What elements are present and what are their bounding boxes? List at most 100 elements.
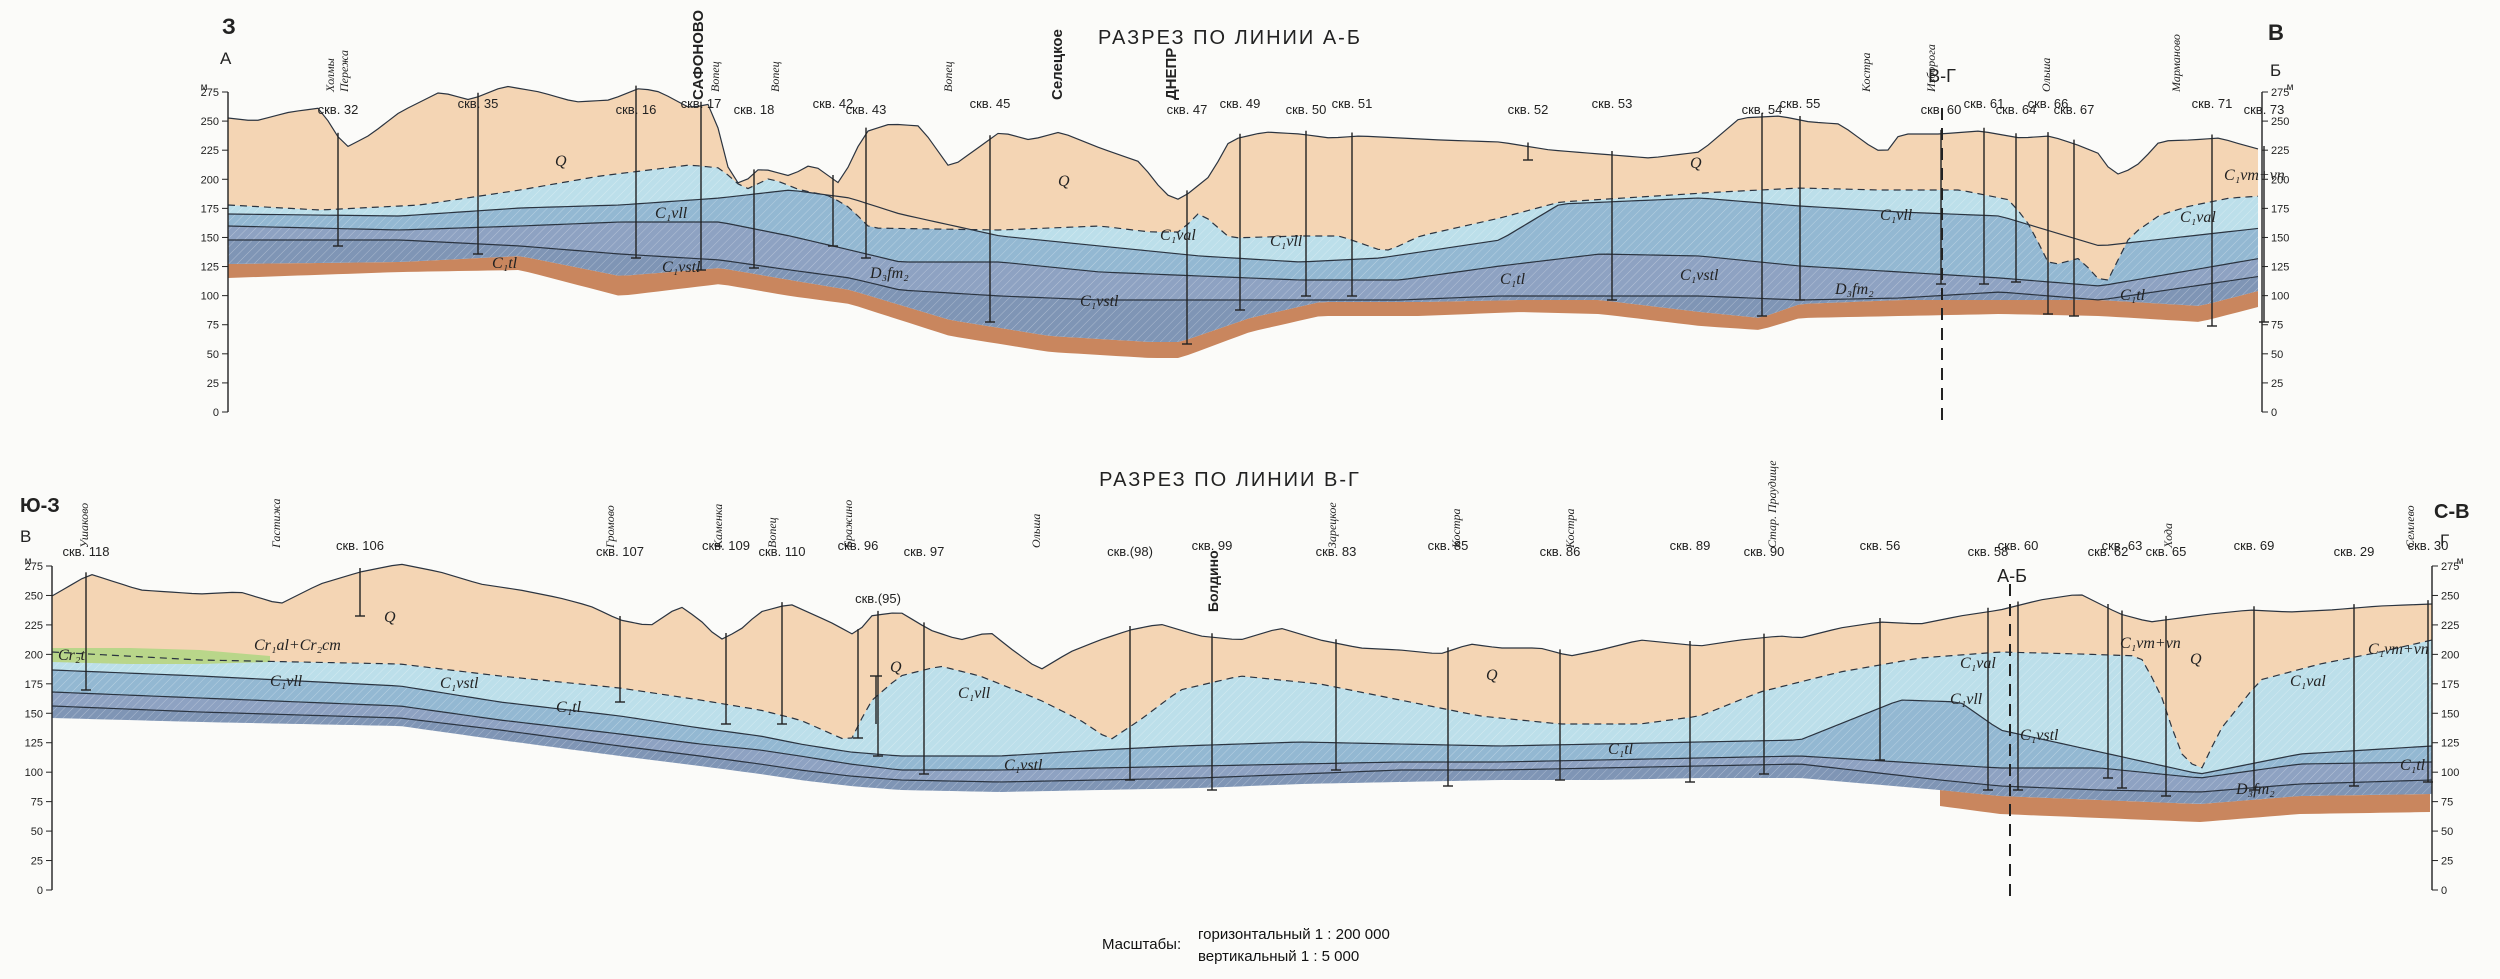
borehole-label: скв. 67 <box>2054 102 2095 117</box>
layer-quaternary <box>228 86 2258 280</box>
axis-tick-label: 175 <box>25 679 43 691</box>
place-name: Изборога <box>1924 44 1938 93</box>
axis-tick-label: 125 <box>2271 262 2289 274</box>
axis-tick-label: 75 <box>2441 797 2453 809</box>
borehole-label: скв.(98) <box>1107 544 1153 559</box>
axis-tick-label: 250 <box>25 590 43 602</box>
layer-label: C₁vm+vn <box>2224 167 2285 184</box>
contact-line <box>51 705 2433 793</box>
borehole-label: скв. 106 <box>336 538 384 553</box>
borehole-label: скв. 35 <box>458 96 499 111</box>
borehole-label: скв. 18 <box>734 102 775 117</box>
axis-tick-label: 225 <box>2271 145 2289 157</box>
axis-tick-label: 50 <box>31 826 43 838</box>
layer-label: C₁vll <box>655 205 688 222</box>
borehole-label: скв.(95) <box>855 591 901 606</box>
layer-label: C₁tl <box>2120 287 2146 304</box>
place-name: Ольша <box>2039 58 2053 92</box>
place-name: ДНЕПР <box>1163 48 1180 100</box>
axis-tick-label: 150 <box>2271 232 2289 244</box>
contact-line <box>51 691 2433 779</box>
axis-tick-label: 50 <box>207 349 219 361</box>
layer-label: D₃fm₂ <box>869 265 909 282</box>
layer-label: C₁vstl <box>1680 267 1719 284</box>
place-name: Костра <box>1859 52 1873 93</box>
borehole-label: скв. 86 <box>1540 544 1581 559</box>
borehole-label: скв. 85 <box>1428 538 1469 553</box>
place-name: Вопец <box>765 517 779 548</box>
axis-unit: м <box>2457 556 2464 567</box>
layer-quaternary <box>52 564 2432 768</box>
place-name: Вопец <box>708 61 722 92</box>
layer-label: C₁val <box>1960 655 1996 672</box>
axis-tick-label: 200 <box>25 649 43 661</box>
layer-label: C₁vstl <box>1080 293 1119 310</box>
borehole-label: скв. 73 <box>2244 102 2285 117</box>
place-name: Костра <box>1563 508 1577 549</box>
section-end-a: А <box>220 49 232 68</box>
layer-label: Q <box>2190 651 2202 668</box>
axis-tick-label: 25 <box>2441 856 2453 868</box>
axis-tick-label: 275 <box>2271 87 2289 99</box>
direction-east: В <box>2268 20 2284 45</box>
layer-label: C₁tl <box>2400 757 2426 774</box>
borehole-label: скв. 61 <box>1964 96 2005 111</box>
scale-vertical: вертикальный 1 : 5 000 <box>1198 948 1360 965</box>
axis-tick-label: 125 <box>25 738 43 750</box>
layer-d3fm2 <box>228 256 2258 358</box>
layer-label: C₁vstl <box>440 675 479 692</box>
borehole-label: скв. 97 <box>904 544 945 559</box>
layer-label: C₁tl <box>1608 741 1634 758</box>
contact-line <box>227 189 2259 263</box>
axis-tick-label: 250 <box>2271 116 2289 128</box>
axis-tick-label: 125 <box>201 262 219 274</box>
borehole-label: скв. 54 <box>1742 102 1783 117</box>
borehole-label: скв. 110 <box>758 544 805 559</box>
borehole-label: скв. 64 <box>1996 102 2037 117</box>
axis-unit: м <box>201 82 208 93</box>
axis-tick-label: 250 <box>201 116 219 128</box>
borehole-label: скв. 65 <box>2146 544 2187 559</box>
axis-tick-label: 0 <box>37 885 43 897</box>
borehole-label: скв. 109 <box>702 538 750 553</box>
layer-label: C₁tl <box>492 255 518 272</box>
section-title: РАЗРЕЗ ПО ЛИНИИ А-Б <box>1098 27 1362 49</box>
borehole-label: скв. 51 <box>1332 96 1373 111</box>
borehole-label: скв. 43 <box>846 102 887 117</box>
axis-unit: м <box>2287 82 2294 93</box>
borehole-label: скв. 96 <box>838 538 879 553</box>
axis-tick-label: 25 <box>2271 378 2283 390</box>
borehole-label: скв. 45 <box>970 96 1011 111</box>
axis-tick-label: 0 <box>2271 407 2277 419</box>
place-name: Костра <box>1449 508 1463 549</box>
layer-label: Q <box>1486 667 1498 684</box>
place-name: Болдино <box>1205 550 1221 612</box>
place-name: Вопец <box>768 61 782 92</box>
borehole-label: скв. 30 <box>2408 538 2449 553</box>
borehole-label: скв. 50 <box>1286 102 1327 117</box>
quaternary-base-line <box>227 164 2259 281</box>
axis-tick-label: 225 <box>201 145 219 157</box>
layer-label: Q <box>1058 173 1070 190</box>
borehole-label: скв. 42 <box>813 96 854 111</box>
place-name: Зарецкое <box>1325 502 1339 548</box>
axis-tick-label: 100 <box>2271 291 2289 303</box>
place-name: Бражино <box>841 500 855 549</box>
crossing-label: В-Г <box>1928 66 1956 86</box>
axis-tick-label: 200 <box>2271 174 2289 186</box>
axis-tick-label: 75 <box>31 797 43 809</box>
place-name: Хода <box>2161 523 2175 549</box>
layer-label: D₃fm₂ <box>2235 781 2275 798</box>
axis-tick-label: 50 <box>2271 349 2283 361</box>
layer-label: C₁vstl <box>662 259 701 276</box>
borehole-label: скв. 89 <box>1670 538 1711 553</box>
scale-label: Масштабы: <box>1102 936 1182 953</box>
axis-tick-label: 150 <box>25 708 43 720</box>
section-end-g: Г <box>2440 531 2449 550</box>
direction-southwest: Ю-З <box>20 495 60 517</box>
borehole-label: скв. 53 <box>1592 96 1633 111</box>
axis-tick-label: 250 <box>2441 590 2459 602</box>
layer-d3fm2 <box>1940 790 2430 822</box>
layer-label: C₁val <box>1160 227 1196 244</box>
